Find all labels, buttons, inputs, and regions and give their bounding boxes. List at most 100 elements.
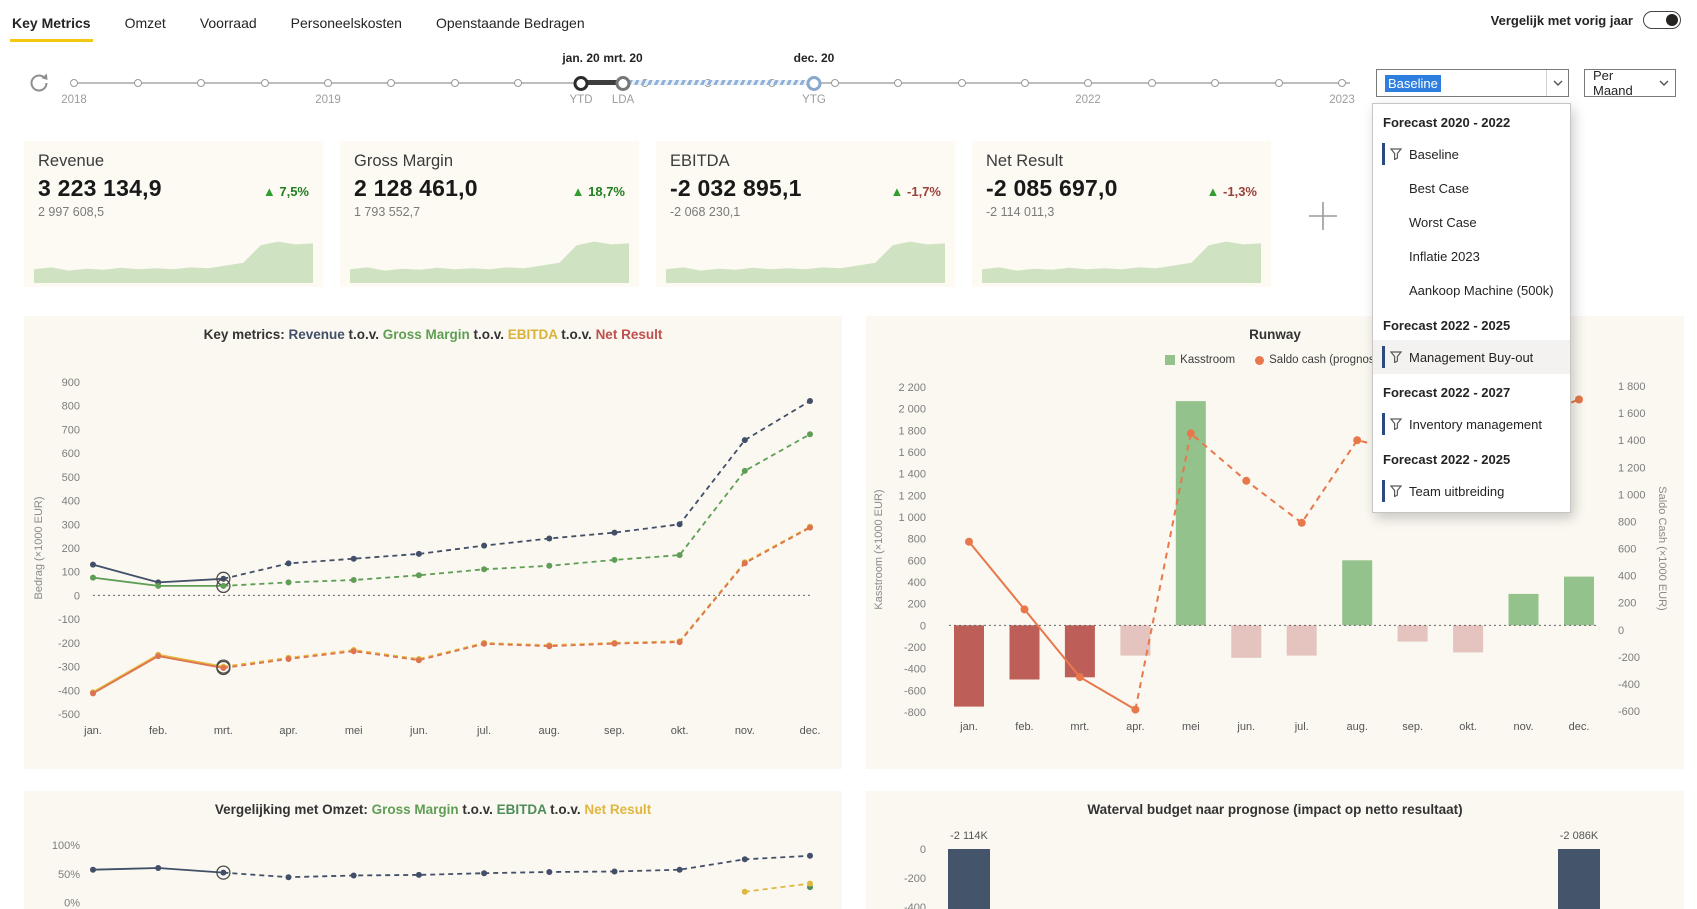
timeline-tick-dot bbox=[1020, 79, 1029, 87]
svg-text:-800: -800 bbox=[904, 707, 926, 719]
scenario-option-best-case[interactable]: Best Case bbox=[1373, 171, 1570, 205]
timeline-slider[interactable]: jan. 20 mrt. 20 dec. 20 2018 2019 YTD LDA YTG 20… bbox=[61, 48, 1364, 120]
timeline-tick-dot bbox=[1274, 79, 1283, 87]
timeline-tick-dot bbox=[197, 79, 205, 87]
tab-key-metrics[interactable]: Key Metrics bbox=[10, 3, 93, 42]
tab-voorraad[interactable]: Voorraad bbox=[199, 14, 257, 31]
tab-personeelskosten[interactable]: Personeelskosten bbox=[290, 14, 402, 31]
timeline-selected-range[interactable] bbox=[581, 80, 623, 85]
scenario-marker bbox=[1382, 413, 1385, 435]
svg-text:jun.: jun. bbox=[409, 725, 428, 737]
scenario-option-label: Best Case bbox=[1409, 180, 1469, 196]
svg-text:0: 0 bbox=[74, 590, 80, 602]
svg-text:700: 700 bbox=[62, 424, 80, 436]
svg-text:800: 800 bbox=[1618, 516, 1636, 528]
refresh-icon[interactable] bbox=[28, 72, 50, 99]
svg-text:2 200: 2 200 bbox=[898, 382, 926, 394]
timeline-axis-label: 2018 bbox=[61, 94, 87, 106]
timeline-axis-label: 2022 bbox=[1075, 94, 1101, 106]
scenario-option-label: Baseline bbox=[1409, 146, 1459, 162]
svg-text:800: 800 bbox=[908, 534, 926, 546]
compare-toggle-label: Vergelijk met vorig jaar bbox=[1490, 12, 1633, 28]
svg-text:feb.: feb. bbox=[1015, 721, 1033, 733]
svg-text:0: 0 bbox=[920, 844, 926, 856]
svg-text:jul.: jul. bbox=[476, 725, 491, 737]
svg-text:0: 0 bbox=[920, 620, 926, 632]
scenario-select[interactable]: Baseline bbox=[1376, 69, 1569, 97]
tab-omzet[interactable]: Omzet bbox=[124, 14, 166, 31]
timeline-tick-dot bbox=[387, 79, 396, 87]
scenario-option-aankoop-machine-500k[interactable]: Aankoop Machine (500k) bbox=[1373, 273, 1570, 307]
waterval-waterfall-chart: 0 -200 -400 -2 114K -2 086K bbox=[904, 830, 1600, 909]
key-metrics-line-chart: 900 800 700 600 500 400 300 200 100 0 -100 -200 -300… bbox=[33, 377, 820, 737]
svg-text:1 400: 1 400 bbox=[1618, 435, 1646, 447]
period-select[interactable]: Per Maand bbox=[1584, 68, 1676, 98]
svg-text:-400: -400 bbox=[1618, 679, 1640, 691]
square-swatch-icon bbox=[1165, 355, 1176, 365]
scenario-marker bbox=[1382, 346, 1385, 368]
kpi-title: Revenue bbox=[38, 152, 105, 170]
scenario-option-inflatie-2023[interactable]: Inflatie 2023 bbox=[1373, 239, 1570, 273]
kpi-sparkline bbox=[666, 241, 945, 283]
svg-text:nov.: nov. bbox=[735, 725, 755, 737]
timeline-tick-dot bbox=[894, 79, 903, 87]
timeline-tick-dot bbox=[70, 79, 78, 87]
svg-text:0: 0 bbox=[1618, 625, 1624, 637]
legend-kasstroom[interactable]: Kasstroom bbox=[1165, 354, 1235, 366]
delta-up-icon: ▲ bbox=[571, 184, 589, 199]
chart-title: Key metrics: Revenue t.o.v. Gross Margin… bbox=[203, 327, 663, 342]
svg-text:-2 114K: -2 114K bbox=[950, 830, 988, 842]
kpi-sparkline bbox=[982, 241, 1261, 283]
scenario-option-worst-case[interactable]: Worst Case bbox=[1373, 205, 1570, 239]
scenario-option-label: Worst Case bbox=[1409, 214, 1477, 230]
scenario-option-management-buy-out[interactable]: Management Buy-out bbox=[1373, 340, 1570, 374]
svg-text:400: 400 bbox=[1618, 571, 1636, 583]
timeline-tick-dot bbox=[1211, 79, 1219, 87]
kpi-card-ebitda[interactable]: EBITDA -2 032 895,1 ▲ -1,7% -2 068 230,1 bbox=[656, 141, 955, 287]
svg-text:jan.: jan. bbox=[959, 721, 978, 733]
kpi-card-gross-margin[interactable]: Gross Margin 2 128 461,0 ▲ 18,7% 1 793 552,… bbox=[340, 141, 639, 287]
kpi-delta-value: 18,7% bbox=[588, 184, 625, 199]
svg-text:-500: -500 bbox=[58, 709, 80, 721]
timeline-forecast-range[interactable] bbox=[623, 80, 814, 85]
scenario-option-team-uitbreiding[interactable]: Team uitbreiding bbox=[1373, 474, 1570, 508]
timeline-axis-label: YTD bbox=[569, 94, 593, 106]
svg-text:okt.: okt. bbox=[1459, 721, 1477, 733]
timeline-handle-start[interactable] bbox=[573, 76, 589, 91]
scenario-option-baseline[interactable]: Baseline bbox=[1373, 137, 1570, 171]
kpi-sparkline bbox=[34, 241, 313, 283]
timeline-axis-label: 2023 bbox=[1329, 94, 1355, 106]
svg-text:mei: mei bbox=[345, 725, 363, 737]
legend-saldo-cash-prognose[interactable]: Saldo cash (prognose) bbox=[1255, 354, 1385, 366]
kpi-value-row: 3 223 134,9 ▲ 7,5% bbox=[38, 175, 309, 202]
svg-text:100%: 100% bbox=[52, 840, 80, 852]
svg-text:okt.: okt. bbox=[671, 725, 689, 737]
circle-swatch-icon bbox=[1255, 355, 1265, 365]
svg-text:Saldo Cash (×1000 EUR): Saldo Cash (×1000 EUR) bbox=[1656, 486, 1668, 610]
svg-text:600: 600 bbox=[908, 555, 926, 567]
svg-text:1 000: 1 000 bbox=[898, 512, 926, 524]
svg-text:400: 400 bbox=[62, 496, 80, 508]
timeline-range-label: jan. 20 bbox=[562, 51, 600, 65]
kpi-title: EBITDA bbox=[670, 152, 730, 170]
timeline-tick-dot bbox=[957, 79, 966, 87]
timeline-axis-label: 2019 bbox=[315, 94, 341, 106]
timeline-handle-lda[interactable] bbox=[615, 76, 631, 91]
timeline-handle-end[interactable] bbox=[806, 76, 822, 91]
scenario-marker bbox=[1382, 480, 1385, 502]
svg-text:-2 086K: -2 086K bbox=[1560, 830, 1599, 842]
timeline-axis-label: LDA bbox=[611, 94, 635, 106]
scenario-option-inventory-management[interactable]: Inventory management bbox=[1373, 407, 1570, 441]
svg-text:dec.: dec. bbox=[1569, 721, 1590, 733]
svg-text:-400: -400 bbox=[904, 664, 926, 676]
kpi-delta: ▲ 18,7% bbox=[572, 184, 625, 199]
timeline-tick-dot bbox=[513, 79, 522, 87]
compare-toggle[interactable] bbox=[1643, 11, 1681, 29]
add-kpi-button[interactable] bbox=[1305, 198, 1341, 234]
svg-text:1 000: 1 000 bbox=[1618, 489, 1646, 501]
svg-text:2 000: 2 000 bbox=[898, 404, 926, 416]
tab-openstaande-bedragen[interactable]: Openstaande Bedragen bbox=[435, 14, 585, 31]
kpi-card-revenue[interactable]: Revenue 3 223 134,9 ▲ 7,5% 2 997 608,5 bbox=[24, 141, 323, 287]
delta-up-icon: ▲ bbox=[890, 184, 908, 199]
kpi-card-net-result[interactable]: Net Result -2 085 697,0 ▲ -1,3% -2 114 011,… bbox=[972, 141, 1271, 287]
